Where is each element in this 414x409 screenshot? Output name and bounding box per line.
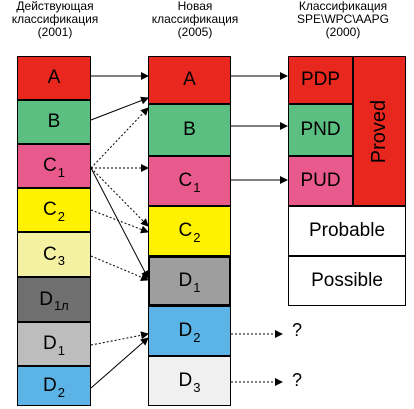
spe-pud-box: PUD bbox=[288, 156, 353, 206]
new-class-label: D bbox=[178, 370, 193, 391]
arrow-C1-to-B bbox=[90, 107, 149, 169]
new-class-label: B bbox=[183, 119, 196, 140]
arrow-B-to-B bbox=[90, 96, 149, 121]
current-class-box: D 1л bbox=[17, 277, 91, 322]
current-class-label: D bbox=[39, 288, 53, 310]
header-new-classification: Новая классификация (2005) bbox=[151, 0, 239, 39]
new-class-label: A bbox=[183, 69, 196, 90]
spe-pnd-label: PND bbox=[300, 119, 341, 140]
new-class-subscript: 2 bbox=[193, 229, 201, 245]
spe-possible-box: Possible bbox=[288, 256, 406, 306]
new-class-label: D bbox=[178, 320, 193, 341]
current-class-label: C bbox=[43, 199, 57, 220]
current-class-box: B bbox=[17, 100, 91, 144]
current-class-label: D bbox=[43, 333, 57, 354]
new-class-box: A bbox=[148, 56, 231, 104]
spe-pdp-box: PDP bbox=[288, 56, 353, 104]
current-class-subscript: 2 bbox=[57, 208, 65, 224]
current-class-box: A bbox=[17, 56, 91, 100]
header-spe-classification: Классификация SPE\WPC\AAPG (2000) bbox=[296, 0, 390, 39]
unknown-mark-d2: ? bbox=[292, 320, 303, 340]
current-class-label: B bbox=[47, 111, 61, 132]
current-class-subscript: 2 bbox=[57, 384, 65, 400]
new-class-subscript: 1 bbox=[193, 179, 201, 195]
current-class-label: A bbox=[47, 67, 61, 88]
current-class-subscript: 1 bbox=[57, 342, 65, 358]
current-class-label: C bbox=[43, 155, 57, 176]
new-class-box: B bbox=[148, 104, 231, 156]
arrow-C1-to-D1 bbox=[90, 167, 149, 279]
new-class-label: C bbox=[178, 170, 193, 191]
spe-proved-box: Proved bbox=[353, 56, 406, 206]
spe-probable-box: Probable bbox=[288, 206, 406, 256]
current-class-label: D bbox=[43, 375, 57, 396]
current-class-label: C bbox=[43, 243, 57, 265]
spe-probable-label: Probable bbox=[308, 220, 386, 241]
new-class-subscript: 2 bbox=[193, 329, 201, 345]
arrow-D1-to-D2 bbox=[90, 331, 149, 346]
new-class-subscript: 1 bbox=[193, 279, 201, 295]
new-class-label: C bbox=[178, 220, 193, 241]
current-class-subscript: 1л bbox=[53, 298, 69, 313]
arrow-C1-to-C2 bbox=[90, 167, 149, 227]
new-class-label: D bbox=[178, 270, 193, 291]
arrow-C2-to-C2 bbox=[90, 209, 149, 234]
unknown-mark-d3: ? bbox=[292, 370, 303, 390]
spe-pnd-box: PND bbox=[288, 104, 353, 156]
spe-pud-label: PUD bbox=[300, 170, 341, 191]
new-class-subscript: 3 bbox=[193, 379, 201, 395]
current-class-subscript: 3 bbox=[57, 253, 65, 268]
current-class-subscript: 1 bbox=[57, 164, 65, 180]
header-current-classification: Действующая классификация (2001) bbox=[11, 0, 99, 39]
spe-pdp-label: PDP bbox=[300, 69, 341, 90]
arrow-C3-to-D1 bbox=[90, 255, 149, 281]
arrow-D2-to-D2 bbox=[90, 337, 149, 389]
spe-possible-label: Possible bbox=[311, 270, 383, 291]
